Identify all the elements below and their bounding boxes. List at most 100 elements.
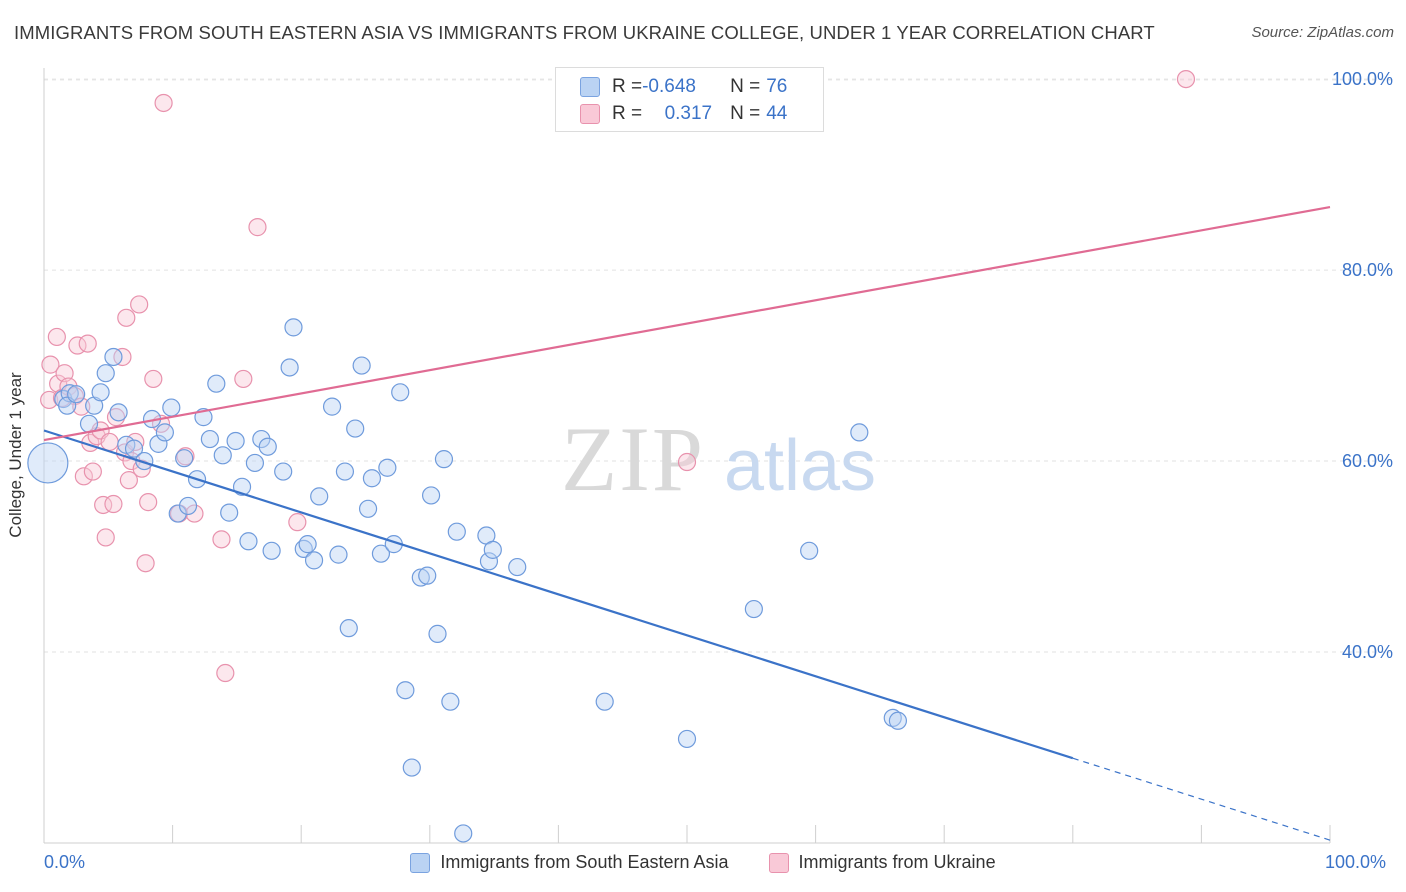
point-ukraine: [119, 471, 138, 490]
point-south-eastern-asia: [396, 681, 415, 700]
point-ukraine: [136, 554, 155, 573]
point-south-eastern-asia: [155, 423, 174, 442]
point-south-eastern-asia: [104, 347, 123, 367]
point-south-eastern-asia: [888, 711, 908, 730]
chart-title: IMMIGRANTS FROM SOUTH EASTERN ASIA VS IM…: [14, 22, 1155, 43]
point-south-eastern-asia: [178, 496, 198, 516]
legend-item-south-eastern-asia[interactable]: Immigrants from South Eastern Asia: [410, 852, 729, 873]
trendline-extension: [1072, 757, 1331, 841]
point-south-eastern-asia: [479, 552, 499, 571]
point-ukraine: [212, 530, 231, 549]
point-south-eastern-asia: [371, 544, 391, 563]
point-south-eastern-asia: [508, 557, 527, 577]
point-south-eastern-asia: [124, 439, 144, 458]
point-ukraine: [288, 513, 307, 532]
point-south-eastern-asia: [168, 504, 187, 523]
point-south-eastern-asia: [67, 385, 86, 404]
n-value-pink: 44: [766, 103, 788, 124]
point-south-eastern-asia: [800, 541, 819, 560]
point-south-eastern-asia: [200, 429, 219, 449]
point-south-eastern-asia: [284, 318, 303, 337]
point-south-eastern-asia: [378, 458, 397, 477]
point-south-eastern-asia: [91, 383, 110, 402]
point-south-eastern-asia: [850, 423, 869, 442]
point-south-eastern-asia: [96, 364, 115, 383]
series-ukraine: [40, 69, 1196, 683]
point-south-eastern-asia: [352, 356, 371, 375]
point-south-eastern-asia: [207, 374, 226, 393]
series-south-eastern-asia: [27, 318, 908, 843]
stats-legend: R = -0.648 N = 76 R = 0.317 N = 44: [555, 67, 824, 132]
gridlines: [44, 78, 1393, 653]
point-south-eastern-asia: [175, 449, 194, 468]
y-tick-labels: 40.0% 60.0% 80.0% 100.0%: [1332, 69, 1393, 662]
point-south-eastern-asia: [441, 692, 460, 711]
legend-item-ukraine[interactable]: Immigrants from Ukraine: [768, 852, 996, 873]
point-south-eastern-asia: [402, 758, 421, 777]
point-south-eastern-asia: [483, 540, 502, 559]
trendline-ukraine: [43, 205, 1331, 442]
point-ukraine: [104, 494, 123, 514]
r-value-blue: -0.648: [642, 76, 696, 97]
point-south-eastern-asia: [346, 419, 365, 438]
point-south-eastern-asia: [428, 624, 447, 643]
point-ukraine: [677, 452, 697, 472]
trendlines: [43, 205, 1331, 841]
pink-swatch: [580, 104, 600, 124]
point-south-eastern-asia: [329, 545, 348, 564]
n-value-blue: 76: [766, 76, 788, 97]
point-ukraine: [74, 467, 93, 486]
y-axis-label-text: College, Under 1 year: [6, 372, 25, 538]
r-label: R =: [612, 76, 643, 97]
point-south-eastern-asia: [239, 532, 258, 551]
point-south-eastern-asia: [411, 568, 430, 587]
point-south-eastern-asia: [310, 487, 329, 506]
point-south-eastern-asia: [883, 708, 902, 728]
point-south-eastern-asia: [162, 398, 181, 417]
point-ukraine: [234, 369, 253, 389]
point-ukraine: [78, 334, 97, 353]
point-south-eastern-asia: [262, 541, 281, 560]
point-ukraine: [41, 355, 60, 374]
y-tick-label: 80.0%: [1342, 260, 1393, 280]
point-south-eastern-asia: [245, 453, 265, 473]
point-south-eastern-asia: [322, 397, 342, 416]
point-ukraine: [83, 462, 102, 481]
r-label: R =: [612, 103, 643, 124]
point-ukraine: [248, 218, 267, 237]
point-south-eastern-asia: [304, 551, 324, 570]
source-label: Source: ZipAtlas.com: [1251, 24, 1394, 41]
point-south-eastern-asia: [391, 383, 410, 402]
point-ukraine: [47, 327, 66, 347]
point-ukraine: [117, 308, 136, 327]
r-value-pink: 0.317: [664, 103, 713, 124]
point-south-eastern-asia: [418, 566, 437, 585]
y-tick-label: 40.0%: [1342, 642, 1393, 662]
point-south-eastern-asia: [447, 522, 466, 541]
point-south-eastern-asia: [335, 462, 355, 481]
point-ukraine: [139, 493, 158, 512]
point-ukraine: [55, 364, 74, 383]
legend-label-ukraine: Immigrants from Ukraine: [798, 852, 996, 872]
point-ukraine: [100, 432, 119, 452]
point-ukraine: [1176, 69, 1196, 89]
y-tick-label: 60.0%: [1342, 451, 1393, 471]
point-south-eastern-asia: [252, 429, 271, 449]
x-tick-label-max: 100.0%: [1325, 852, 1387, 872]
point-ukraine: [144, 369, 163, 389]
point-south-eastern-asia: [434, 450, 454, 469]
legend-label-south-eastern-asia: Immigrants from South Eastern Asia: [440, 852, 729, 872]
trendline-south-eastern-asia: [43, 429, 1074, 760]
watermark-atlas: atlas: [724, 426, 876, 506]
point-south-eastern-asia: [677, 729, 697, 749]
point-ukraine: [96, 528, 115, 547]
point-south-eastern-asia: [362, 469, 382, 488]
point-ukraine: [106, 408, 126, 427]
point-south-eastern-asia: [274, 462, 293, 481]
axes: [43, 68, 1331, 844]
point-south-eastern-asia: [258, 437, 277, 456]
point-south-eastern-asia: [454, 824, 473, 843]
series-legend: Immigrants from South Eastern Asia Immig…: [0, 852, 1406, 873]
point-south-eastern-asia: [226, 431, 245, 451]
